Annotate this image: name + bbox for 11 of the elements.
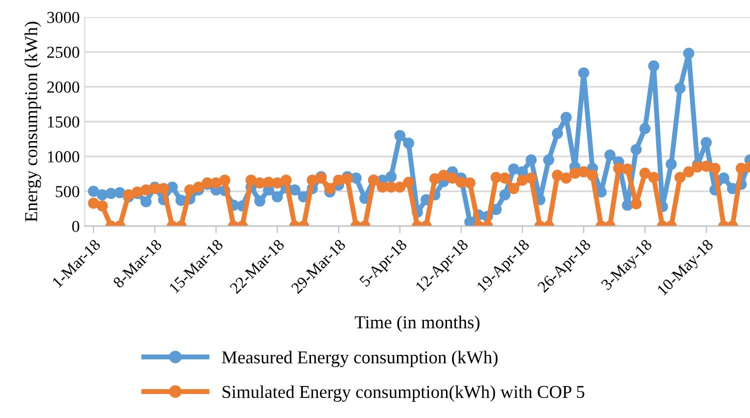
y-tick-label: 0 [72,220,80,232]
y-tick-label: 2000 [47,82,80,93]
legend-label: Simulated Energy consumption(kWh) with COP 5 [222,385,584,402]
y-tick-label: 1500 [48,116,80,128]
y-tick-label: 3000 [47,12,80,24]
x-axis-title: Time (in months) [354,316,480,332]
y-tick-label: 1000 [48,151,80,162]
y-tick-label: 500 [56,186,80,198]
legend-label: Measured Energy consumption (kWh) [222,350,498,368]
y-axis-title: Energy consumption (kWh) [24,22,41,222]
y-tick-label: 2500 [47,46,80,58]
